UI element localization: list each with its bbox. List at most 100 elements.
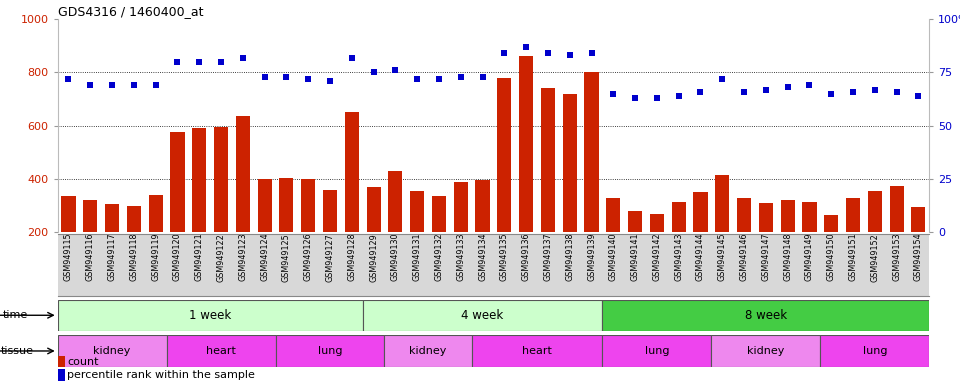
Point	[671, 93, 686, 99]
Point	[518, 44, 534, 50]
Point	[126, 82, 141, 88]
Point	[300, 76, 316, 82]
Point	[606, 91, 621, 97]
Bar	[58, 335, 167, 367]
Point	[453, 74, 468, 80]
Point	[562, 52, 577, 58]
Point	[213, 59, 228, 65]
Bar	[367, 187, 381, 232]
Bar	[780, 200, 795, 232]
Bar	[650, 214, 664, 232]
Bar	[58, 300, 363, 331]
Point	[911, 93, 926, 99]
Text: kidney: kidney	[747, 346, 784, 356]
Point	[475, 74, 491, 80]
Bar	[105, 204, 119, 232]
Bar	[363, 300, 603, 331]
Bar	[388, 171, 402, 232]
Bar	[410, 191, 424, 232]
Bar	[846, 198, 860, 232]
Bar	[803, 202, 817, 232]
Bar	[454, 182, 468, 232]
Point	[388, 67, 403, 73]
Bar	[475, 180, 490, 232]
Bar	[585, 73, 599, 232]
Bar	[301, 179, 315, 232]
Point	[410, 76, 425, 82]
Bar	[824, 215, 838, 232]
Point	[867, 86, 882, 93]
Bar	[758, 203, 773, 232]
Bar	[149, 195, 163, 232]
Point	[693, 89, 708, 95]
Point	[344, 55, 359, 61]
Text: lung: lung	[318, 346, 343, 356]
Point	[192, 59, 207, 65]
Text: count: count	[67, 357, 99, 367]
Point	[83, 82, 98, 88]
Text: heart: heart	[522, 346, 552, 356]
Text: heart: heart	[206, 346, 236, 356]
Point	[824, 91, 839, 97]
Text: lung: lung	[862, 346, 887, 356]
Point	[780, 84, 795, 91]
Bar	[257, 179, 272, 232]
Bar	[693, 192, 708, 232]
Point	[736, 89, 752, 95]
Bar	[471, 335, 603, 367]
Bar	[497, 78, 512, 232]
Point	[846, 89, 861, 95]
Bar	[563, 94, 577, 232]
Bar	[276, 335, 384, 367]
Bar	[711, 335, 820, 367]
Point	[278, 74, 294, 80]
Bar	[61, 196, 76, 232]
Text: 4 week: 4 week	[462, 309, 504, 322]
Bar	[715, 175, 730, 232]
Text: kidney: kidney	[93, 346, 131, 356]
Point	[366, 70, 381, 76]
Text: lung: lung	[644, 346, 669, 356]
Point	[148, 82, 163, 88]
Bar	[432, 196, 446, 232]
Bar	[603, 335, 711, 367]
Point	[60, 76, 76, 82]
Bar	[820, 335, 929, 367]
Point	[540, 50, 556, 56]
Text: time: time	[3, 310, 28, 320]
Bar	[606, 198, 620, 232]
Point	[584, 50, 599, 56]
Point	[714, 76, 730, 82]
Point	[235, 55, 251, 61]
Bar	[672, 202, 685, 232]
Bar	[911, 207, 925, 232]
Point	[758, 86, 774, 93]
Text: tissue: tissue	[1, 346, 34, 356]
Point	[257, 74, 273, 80]
Text: 1 week: 1 week	[189, 309, 231, 322]
Text: GDS4316 / 1460400_at: GDS4316 / 1460400_at	[58, 5, 204, 18]
Bar	[279, 178, 294, 232]
Bar	[628, 211, 642, 232]
Point	[889, 89, 904, 95]
Bar	[127, 206, 141, 232]
Point	[105, 82, 120, 88]
Bar	[890, 186, 903, 232]
Bar	[170, 132, 184, 232]
Point	[628, 95, 643, 101]
Bar	[540, 88, 555, 232]
Text: 8 week: 8 week	[745, 309, 787, 322]
Point	[802, 82, 817, 88]
Bar	[603, 300, 929, 331]
Point	[431, 76, 446, 82]
Bar	[345, 113, 359, 232]
Bar	[236, 116, 250, 232]
Point	[323, 78, 338, 84]
Bar	[737, 198, 751, 232]
Point	[496, 50, 512, 56]
Bar	[868, 191, 882, 232]
Bar	[519, 56, 533, 232]
Point	[649, 95, 664, 101]
Bar	[384, 335, 471, 367]
Point	[170, 59, 185, 65]
